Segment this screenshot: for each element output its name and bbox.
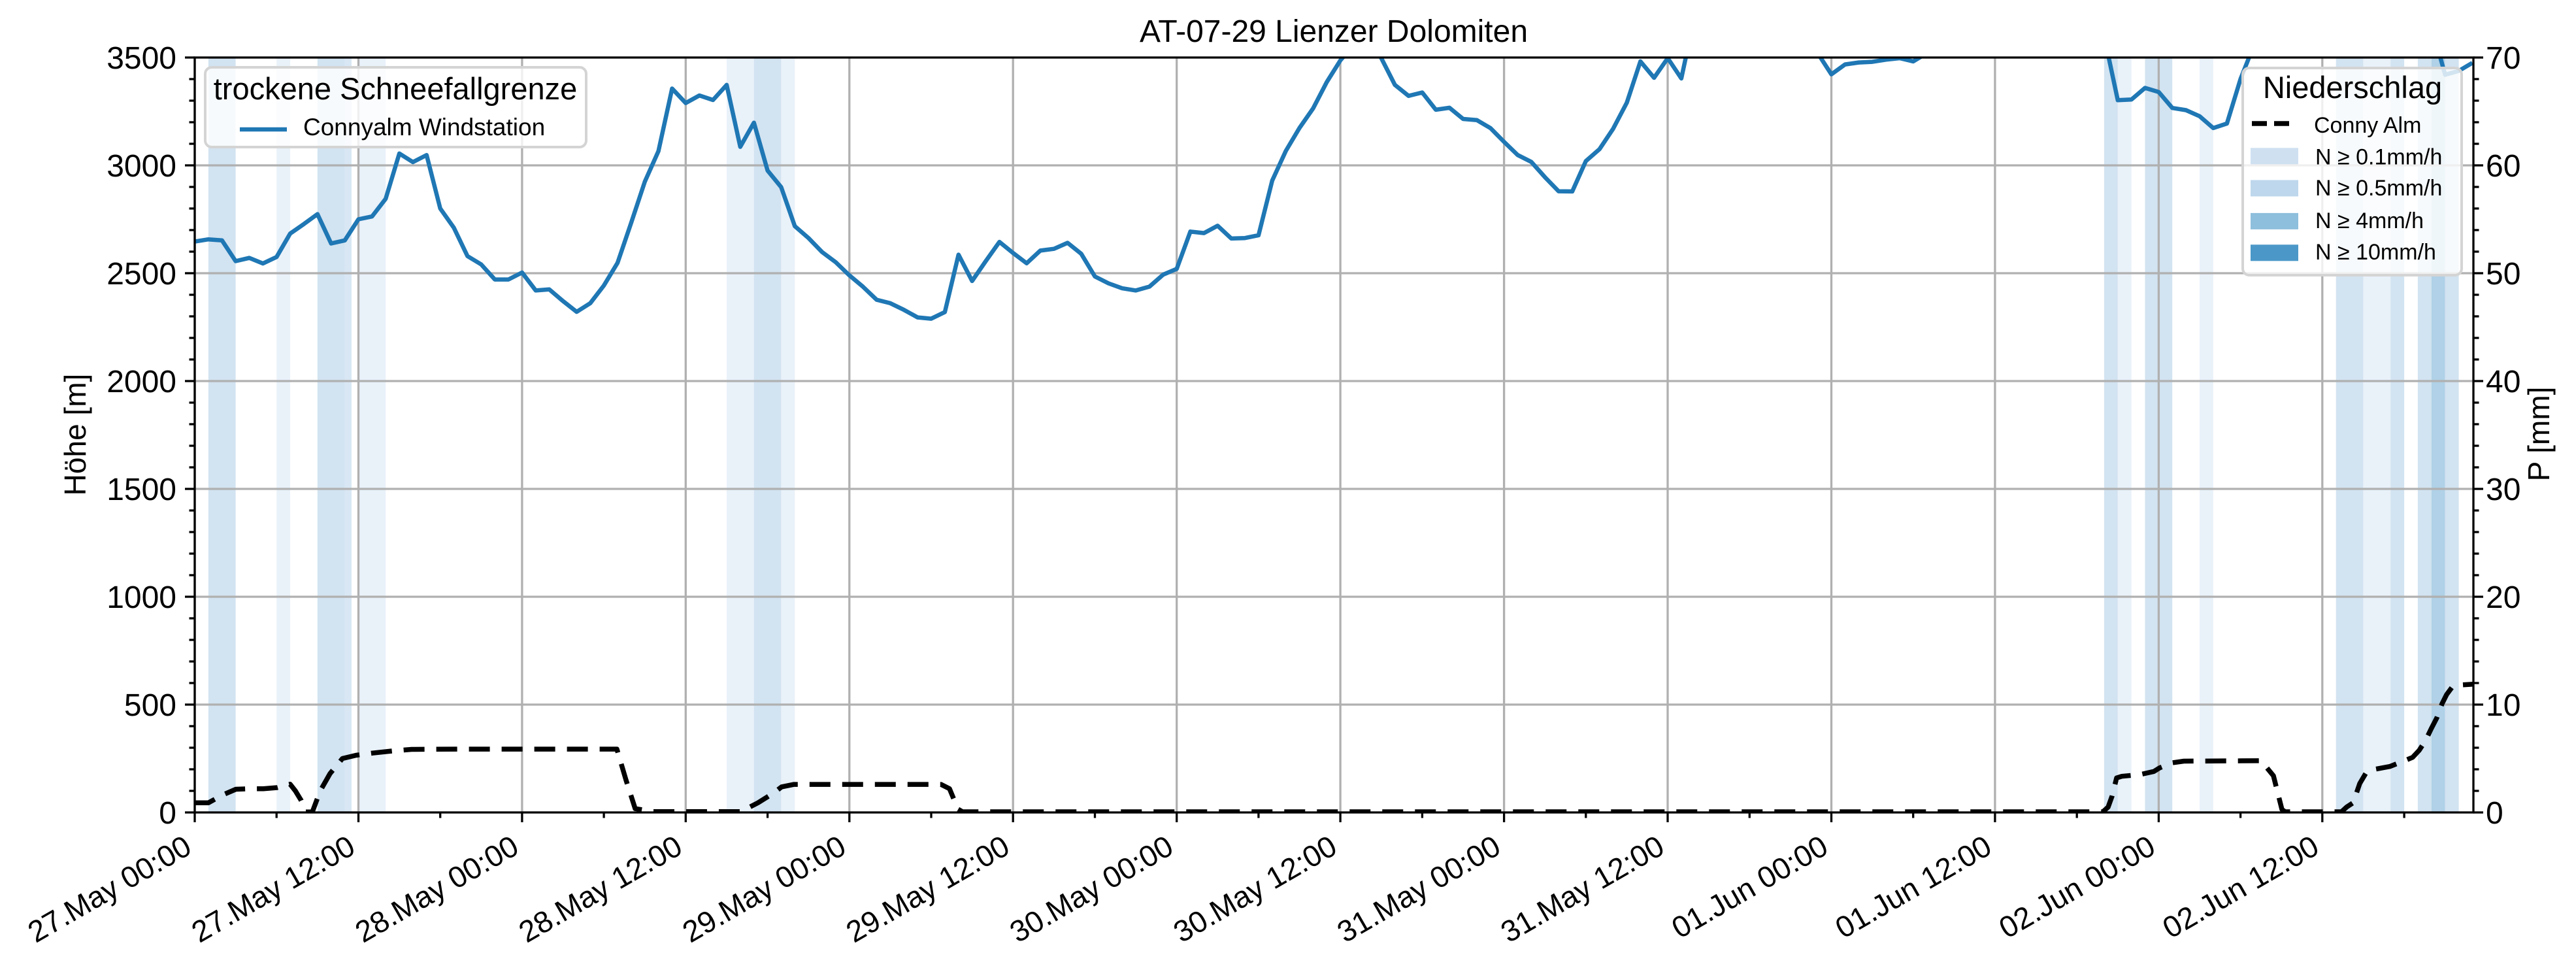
svg-text:N ≥ 10mm/h: N ≥ 10mm/h [2315,240,2436,265]
svg-text:Niederschlag: Niederschlag [2263,70,2442,105]
svg-text:1000: 1000 [107,580,176,615]
svg-text:Höhe [m]: Höhe [m] [58,374,92,496]
svg-text:P [mm]: P [mm] [2522,387,2556,482]
svg-text:AT-07-29 Lienzer Dolomiten: AT-07-29 Lienzer Dolomiten [1140,14,1528,49]
svg-text:20: 20 [2486,580,2520,615]
svg-text:N ≥ 0.1mm/h: N ≥ 0.1mm/h [2315,144,2442,169]
svg-text:0: 0 [2486,796,2503,831]
svg-text:N ≥ 4mm/h: N ≥ 4mm/h [2315,209,2424,233]
svg-text:500: 500 [124,688,176,723]
svg-text:2000: 2000 [107,365,176,399]
svg-text:Connyalm Windstation: Connyalm Windstation [303,114,545,141]
svg-text:2500: 2500 [107,257,176,292]
svg-text:70: 70 [2486,41,2520,76]
svg-text:3500: 3500 [107,41,176,76]
svg-text:60: 60 [2486,149,2520,184]
svg-text:40: 40 [2486,365,2520,399]
svg-text:0: 0 [159,796,176,831]
svg-text:Conny Alm: Conny Alm [2314,113,2421,138]
svg-text:1500: 1500 [107,473,176,507]
svg-text:N ≥ 0.5mm/h: N ≥ 0.5mm/h [2315,176,2442,201]
svg-text:trockene Schneefallgrenze: trockene Schneefallgrenze [214,71,578,106]
svg-text:10: 10 [2486,688,2520,723]
svg-text:50: 50 [2486,257,2520,292]
svg-text:3000: 3000 [107,149,176,184]
svg-text:30: 30 [2486,473,2520,507]
